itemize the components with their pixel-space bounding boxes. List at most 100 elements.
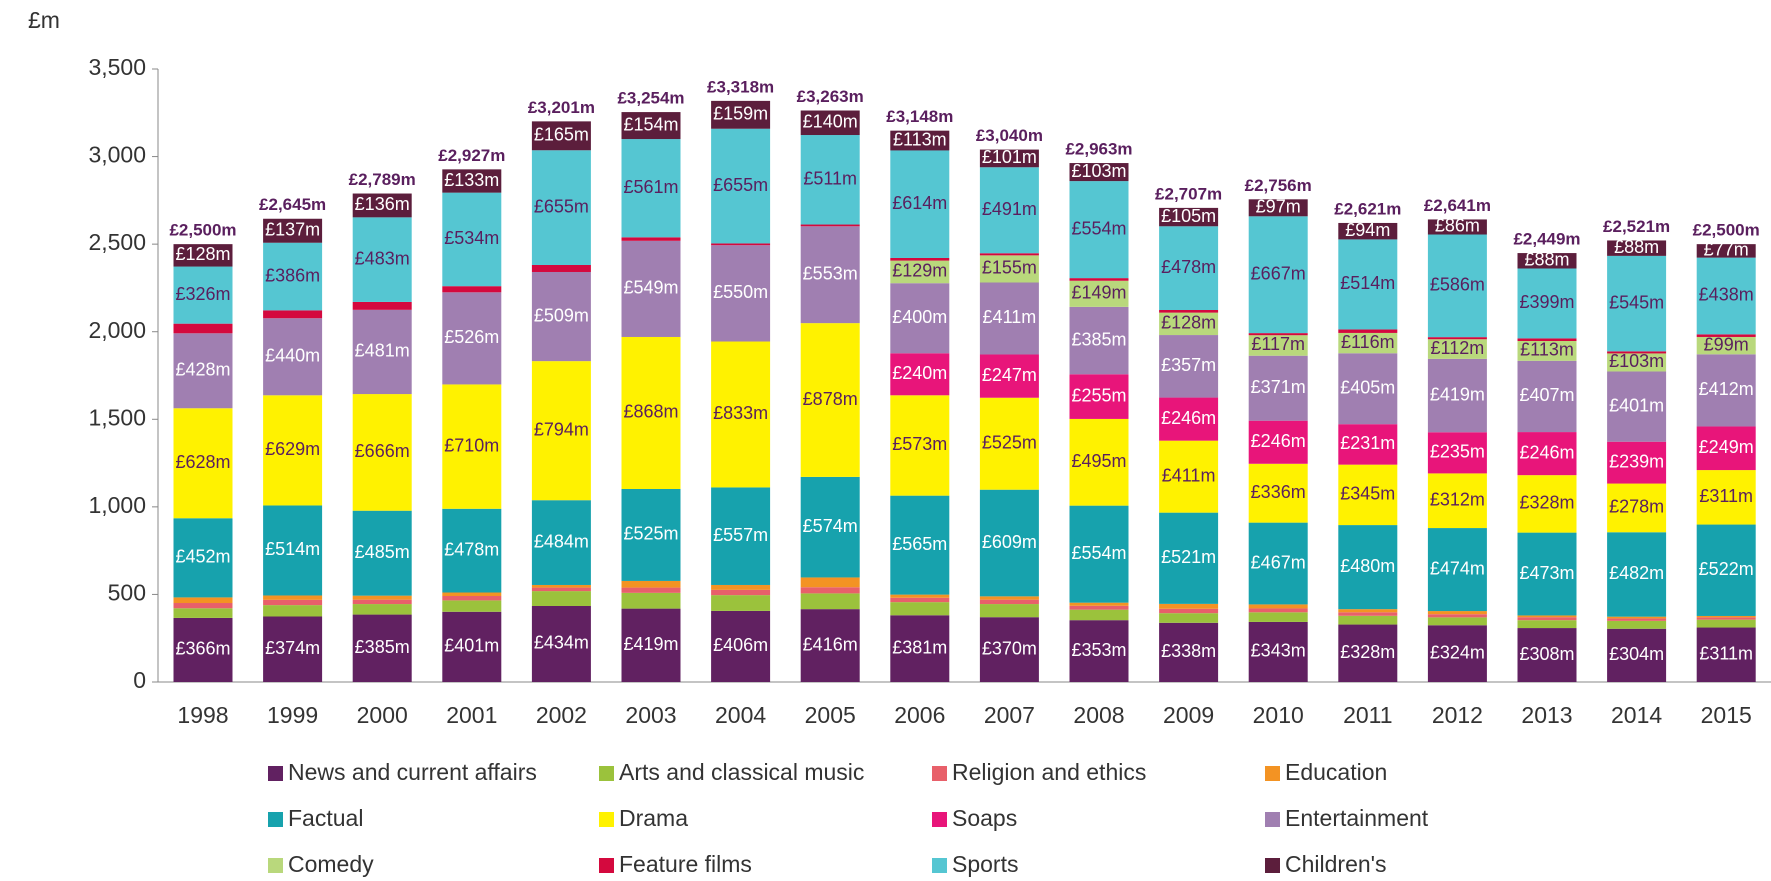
bar-segment xyxy=(1696,244,1756,258)
bar-segment xyxy=(352,510,412,596)
bar-segment xyxy=(1607,628,1667,682)
bar-segment xyxy=(1607,240,1667,256)
legend-label: Arts and classical music xyxy=(619,759,864,785)
bar-segment xyxy=(1427,625,1487,682)
bar-segment xyxy=(263,242,323,311)
segment-label: £385m xyxy=(355,637,410,657)
segment-label: £338m xyxy=(1161,641,1216,661)
segment-label: £491m xyxy=(982,199,1037,219)
segment-label: £311m xyxy=(1699,644,1753,664)
bar-segment xyxy=(263,218,323,243)
segment-label: £246m xyxy=(1251,431,1306,451)
legend-swatch xyxy=(599,858,614,873)
segment-label: £667m xyxy=(1251,263,1306,283)
bar-segment xyxy=(1069,306,1129,375)
bar-segment xyxy=(1696,334,1756,337)
segment-label: £128m xyxy=(175,244,230,264)
bar-segment xyxy=(1069,163,1129,182)
segment-label: £343m xyxy=(1251,641,1306,661)
bar-segment xyxy=(1517,360,1577,433)
segment-label: £412m xyxy=(1699,379,1754,399)
total-label: £3,254m xyxy=(617,89,684,108)
bar-segment xyxy=(1517,615,1577,618)
bar-segment xyxy=(1159,397,1219,441)
segment-label: £133m xyxy=(444,170,499,190)
bar-segment xyxy=(1517,268,1577,339)
segment-label: £159m xyxy=(713,104,768,124)
bar-segment xyxy=(531,361,591,501)
bar-segment xyxy=(1338,615,1398,625)
bar-segment xyxy=(890,395,950,496)
bar-segment xyxy=(1248,612,1308,622)
bar-segment xyxy=(1427,473,1487,529)
bar-segment xyxy=(1696,617,1756,620)
total-label: £3,263m xyxy=(797,87,864,106)
segment-label: £452m xyxy=(175,547,230,567)
y-tick-label: 3,500 xyxy=(88,54,146,80)
x-tick-label: 2014 xyxy=(1611,702,1662,728)
bar-segment xyxy=(1338,353,1398,425)
bar-segment xyxy=(1338,464,1398,526)
total-label: £2,645m xyxy=(259,195,326,214)
bar-segment xyxy=(263,505,323,596)
bar-segment xyxy=(1338,329,1398,333)
segment-label: £117m xyxy=(1251,334,1305,354)
segment-label: £400m xyxy=(892,307,947,327)
segment-label: £401m xyxy=(1609,395,1664,415)
legend-swatch xyxy=(932,858,947,873)
segment-label: £278m xyxy=(1609,497,1664,517)
segment-label: £247m xyxy=(982,365,1037,385)
segment-label: £485m xyxy=(355,542,410,562)
bar-segment xyxy=(1248,335,1308,356)
bar-segment xyxy=(173,617,233,682)
bar-segment xyxy=(979,149,1039,168)
segment-label: £554m xyxy=(1071,218,1126,238)
bar-segment xyxy=(1338,624,1398,682)
segment-label: £586m xyxy=(1430,275,1485,295)
y-tick-label: 1,500 xyxy=(88,404,146,430)
segment-label: £628m xyxy=(175,452,230,472)
bar-segment xyxy=(1517,475,1577,533)
bar-segment xyxy=(800,587,860,594)
x-tick-label: 2012 xyxy=(1432,702,1483,728)
segment-label: £554m xyxy=(1071,543,1126,563)
bar-segment xyxy=(352,595,412,600)
total-label: £2,789m xyxy=(349,170,416,189)
bar-segment xyxy=(1427,234,1487,338)
segment-label: £381m xyxy=(892,637,947,657)
bar-segment xyxy=(800,476,860,578)
segment-label: £478m xyxy=(444,539,499,559)
bar-segment xyxy=(1069,505,1129,603)
bar-segment xyxy=(711,243,771,246)
bar-segment xyxy=(1069,602,1129,606)
bar-segment xyxy=(1607,620,1667,629)
bar-segment xyxy=(1069,605,1129,610)
segment-label: £116m xyxy=(1341,332,1395,352)
bar-segment xyxy=(263,599,323,606)
bar-segment xyxy=(621,336,681,489)
bar-segment xyxy=(890,260,950,284)
segment-label: £411m xyxy=(1162,465,1216,485)
total-label: £3,148m xyxy=(886,107,953,126)
y-tick-label: 500 xyxy=(108,580,146,606)
legend-swatch xyxy=(1265,812,1280,827)
x-tick-label: 2003 xyxy=(625,702,676,728)
bar-segment xyxy=(890,594,950,598)
bar-segment xyxy=(1427,339,1487,359)
segment-label: £878m xyxy=(803,389,858,409)
legend-swatch xyxy=(1265,858,1280,873)
bar-segment xyxy=(1069,418,1129,506)
bar-segment xyxy=(1248,608,1308,613)
segment-label: £386m xyxy=(265,265,320,285)
segment-label: £474m xyxy=(1430,558,1485,578)
bar-segment xyxy=(890,150,950,258)
bar-segment xyxy=(1338,222,1398,240)
segment-label: £103m xyxy=(1071,161,1126,181)
segment-label: £326m xyxy=(175,284,230,304)
bar-segment xyxy=(531,591,591,606)
bar-segment xyxy=(1159,608,1219,614)
x-tick-label: 2004 xyxy=(715,702,766,728)
legend-label: Comedy xyxy=(288,851,374,877)
segment-label: £235m xyxy=(1430,442,1485,462)
bar-segment xyxy=(1517,338,1577,341)
